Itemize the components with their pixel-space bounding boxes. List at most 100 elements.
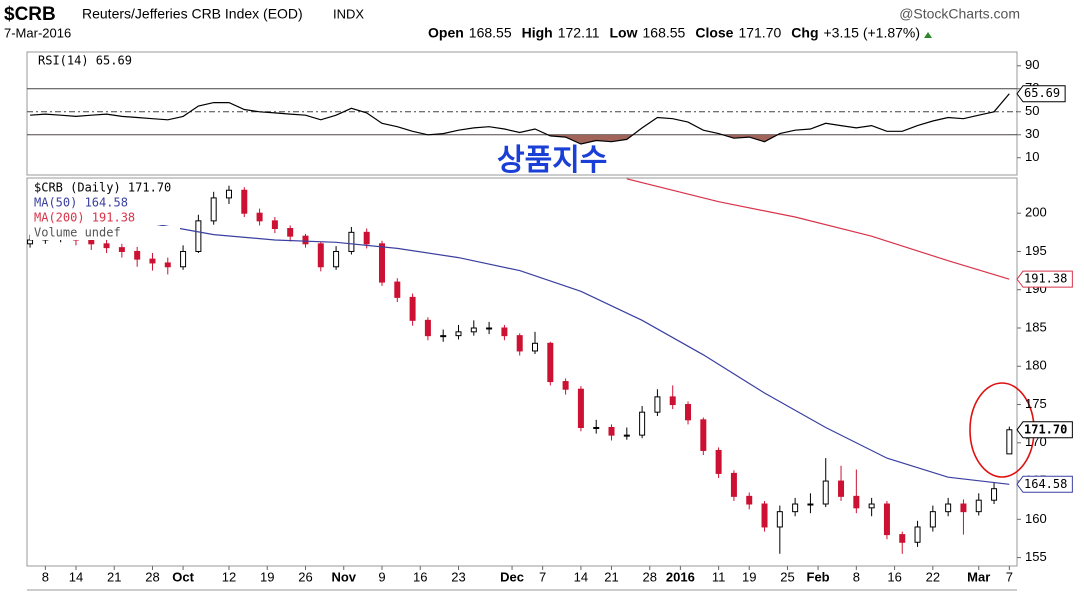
x-tick-label: 26 bbox=[298, 569, 312, 584]
legend-bg bbox=[30, 211, 180, 225]
x-tick-label: 8 bbox=[42, 569, 49, 584]
candle-body bbox=[868, 503, 875, 509]
x-tick-label: 14 bbox=[69, 569, 83, 584]
x-tick-label: 28 bbox=[145, 569, 159, 584]
candle-body bbox=[700, 419, 707, 451]
value-tag: 171.70 bbox=[1024, 422, 1067, 436]
y-tick-label: 90 bbox=[1025, 57, 1039, 72]
candle-body bbox=[118, 247, 125, 252]
candle-body bbox=[27, 239, 34, 245]
symbol: $CRB bbox=[4, 4, 56, 25]
value-tag-box bbox=[1016, 475, 1073, 493]
quote-value: 171.70 bbox=[738, 25, 781, 41]
candle-body bbox=[287, 228, 294, 237]
candle-body bbox=[210, 197, 217, 222]
y-tick-label: 50 bbox=[1025, 103, 1039, 118]
candle-body bbox=[302, 235, 309, 245]
y-tick-label: 185 bbox=[1025, 319, 1047, 334]
x-tick-label: Feb bbox=[807, 569, 830, 584]
candle-body bbox=[394, 281, 401, 298]
x-tick-label: 22 bbox=[926, 569, 940, 584]
candle-body bbox=[317, 243, 324, 268]
quote-label: Open bbox=[428, 25, 464, 41]
up-arrow bbox=[924, 32, 933, 38]
legend-entry: Volume undef bbox=[34, 226, 121, 240]
y-tick-label: 155 bbox=[1025, 549, 1047, 564]
candle-body bbox=[822, 480, 829, 505]
candle-body bbox=[792, 503, 799, 513]
candle-body bbox=[333, 250, 340, 268]
y-tick-label: 175 bbox=[1025, 396, 1047, 411]
quote-label: Low bbox=[610, 25, 638, 41]
legend-entry: $CRB (Daily) 171.70 bbox=[34, 181, 171, 195]
candle-body bbox=[378, 243, 385, 283]
candle-body bbox=[149, 258, 156, 264]
x-tick-label: 23 bbox=[451, 569, 465, 584]
y-tick-label: 30 bbox=[1025, 126, 1039, 141]
candle-body bbox=[271, 220, 278, 230]
x-tick-label: 12 bbox=[222, 569, 236, 584]
y-tick-label: 195 bbox=[1025, 243, 1047, 258]
annotation: 상품지수 bbox=[497, 144, 607, 177]
x-tick-label: 7 bbox=[1006, 569, 1013, 584]
x-tick-label: 11 bbox=[712, 569, 726, 584]
x-tick-label: 8 bbox=[853, 569, 860, 584]
value-tag-box bbox=[1016, 85, 1066, 103]
candle-body bbox=[516, 335, 523, 352]
x-tick-label: 19 bbox=[742, 569, 756, 584]
legend-bg bbox=[30, 196, 180, 210]
x-tick-label: Dec bbox=[500, 569, 524, 584]
candle-body bbox=[715, 449, 722, 474]
candle-body bbox=[761, 503, 768, 528]
candle-body bbox=[899, 534, 906, 543]
candle-body bbox=[608, 426, 615, 436]
candle-body bbox=[164, 262, 171, 268]
candle-body bbox=[195, 220, 202, 252]
rsi-shade bbox=[427, 134, 778, 144]
candle-body bbox=[960, 503, 967, 513]
rsi-panel bbox=[26, 51, 1018, 176]
candle-body bbox=[409, 296, 416, 321]
candle-body bbox=[807, 503, 814, 506]
candle-body bbox=[991, 488, 998, 501]
index-name: Reuters/Jefferies CRB Index (EOD) bbox=[82, 6, 303, 22]
candle-body bbox=[424, 319, 431, 337]
legend-bg bbox=[30, 181, 180, 195]
candle-body bbox=[241, 189, 248, 214]
legend-entry: MA(50) 164.58 bbox=[34, 196, 128, 210]
legend-entry: MA(200) 191.38 bbox=[34, 211, 135, 225]
candle-body bbox=[776, 511, 783, 528]
x-tick-label: 21 bbox=[604, 569, 618, 584]
candle-body bbox=[470, 327, 477, 333]
candle-body bbox=[103, 243, 110, 249]
candle-body bbox=[562, 381, 569, 390]
x-tick-label: Oct bbox=[172, 569, 194, 584]
quote-value: 168.55 bbox=[469, 25, 512, 41]
candle-body bbox=[838, 480, 845, 497]
candle-body bbox=[639, 411, 646, 436]
x-tick-label: 14 bbox=[574, 569, 588, 584]
candle-body bbox=[669, 396, 676, 406]
quote-value: 172.11 bbox=[558, 25, 600, 41]
quote-label: High bbox=[522, 25, 553, 41]
candle-body bbox=[225, 189, 232, 199]
rsi-line bbox=[30, 93, 1010, 145]
x-tick-label: Mar bbox=[967, 569, 990, 584]
x-tick-label: 7 bbox=[539, 569, 546, 584]
legend: RSI(14) 65.69 bbox=[38, 54, 132, 68]
value-tag: 164.58 bbox=[1024, 477, 1067, 491]
moving-average bbox=[137, 220, 1010, 485]
quote-value: +3.15 (+1.87%) bbox=[824, 25, 921, 41]
candle-body bbox=[914, 526, 921, 543]
candle-body bbox=[348, 231, 355, 252]
source: @StockCharts.com bbox=[899, 6, 1020, 22]
x-tick-label: 28 bbox=[643, 569, 657, 584]
y-tick-label: 180 bbox=[1025, 358, 1047, 373]
candle-body bbox=[180, 250, 187, 268]
candle-body bbox=[883, 503, 890, 536]
exchange: INDX bbox=[333, 6, 364, 21]
quote: Open 168.55 High 172.11 Low 168.55 Close 171.70… bbox=[428, 25, 933, 41]
candle-body bbox=[455, 331, 462, 337]
